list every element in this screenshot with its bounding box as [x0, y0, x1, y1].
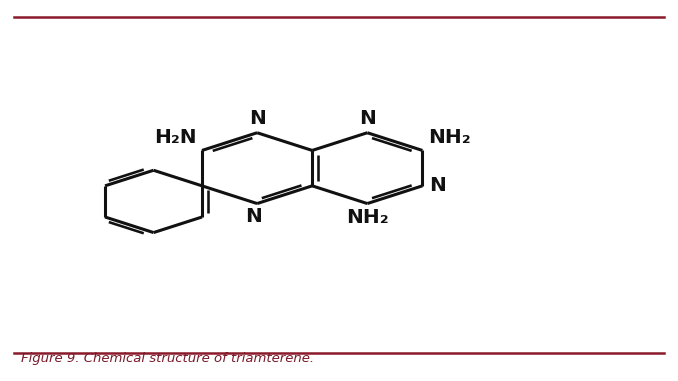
Text: H₂N: H₂N: [154, 128, 197, 147]
Text: N: N: [245, 207, 262, 226]
Text: N: N: [249, 109, 266, 128]
Text: NH₂: NH₂: [428, 128, 471, 147]
Text: N: N: [429, 176, 446, 195]
Text: Figure 9. Chemical structure of triamterene.: Figure 9. Chemical structure of triamter…: [21, 352, 314, 365]
Text: NH₂: NH₂: [346, 208, 388, 227]
Text: N: N: [359, 109, 376, 128]
